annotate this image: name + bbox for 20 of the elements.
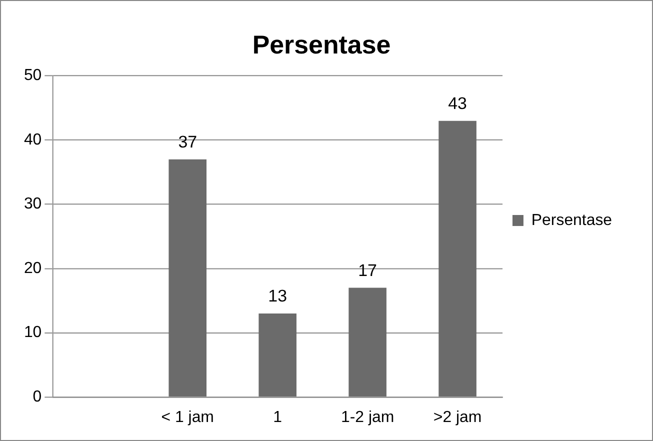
legend-label: Persentase [531,212,612,229]
bar [438,120,476,396]
x-tick-label: >2 jam [433,408,482,426]
x-tick-label: 1-2 jam [340,408,394,426]
y-tick-label: 10 [24,324,42,342]
y-tick-label: 0 [32,388,42,406]
y-tick-label: 20 [24,260,42,277]
data-label: 37 [178,132,198,152]
bar [168,159,206,396]
x-tick-label: < 1 jam [161,408,214,426]
y-tick-label: 50 [24,67,42,84]
data-label: 17 [358,261,377,280]
chart-title: Persentase [252,32,391,60]
data-label: 43 [448,94,467,114]
bar [348,288,386,396]
y-tick-label: 30 [24,196,42,213]
bar [258,314,296,396]
y-tick-label: 40 [24,131,42,148]
x-tick-label: 1 [273,408,282,426]
data-label: 13 [268,286,287,306]
